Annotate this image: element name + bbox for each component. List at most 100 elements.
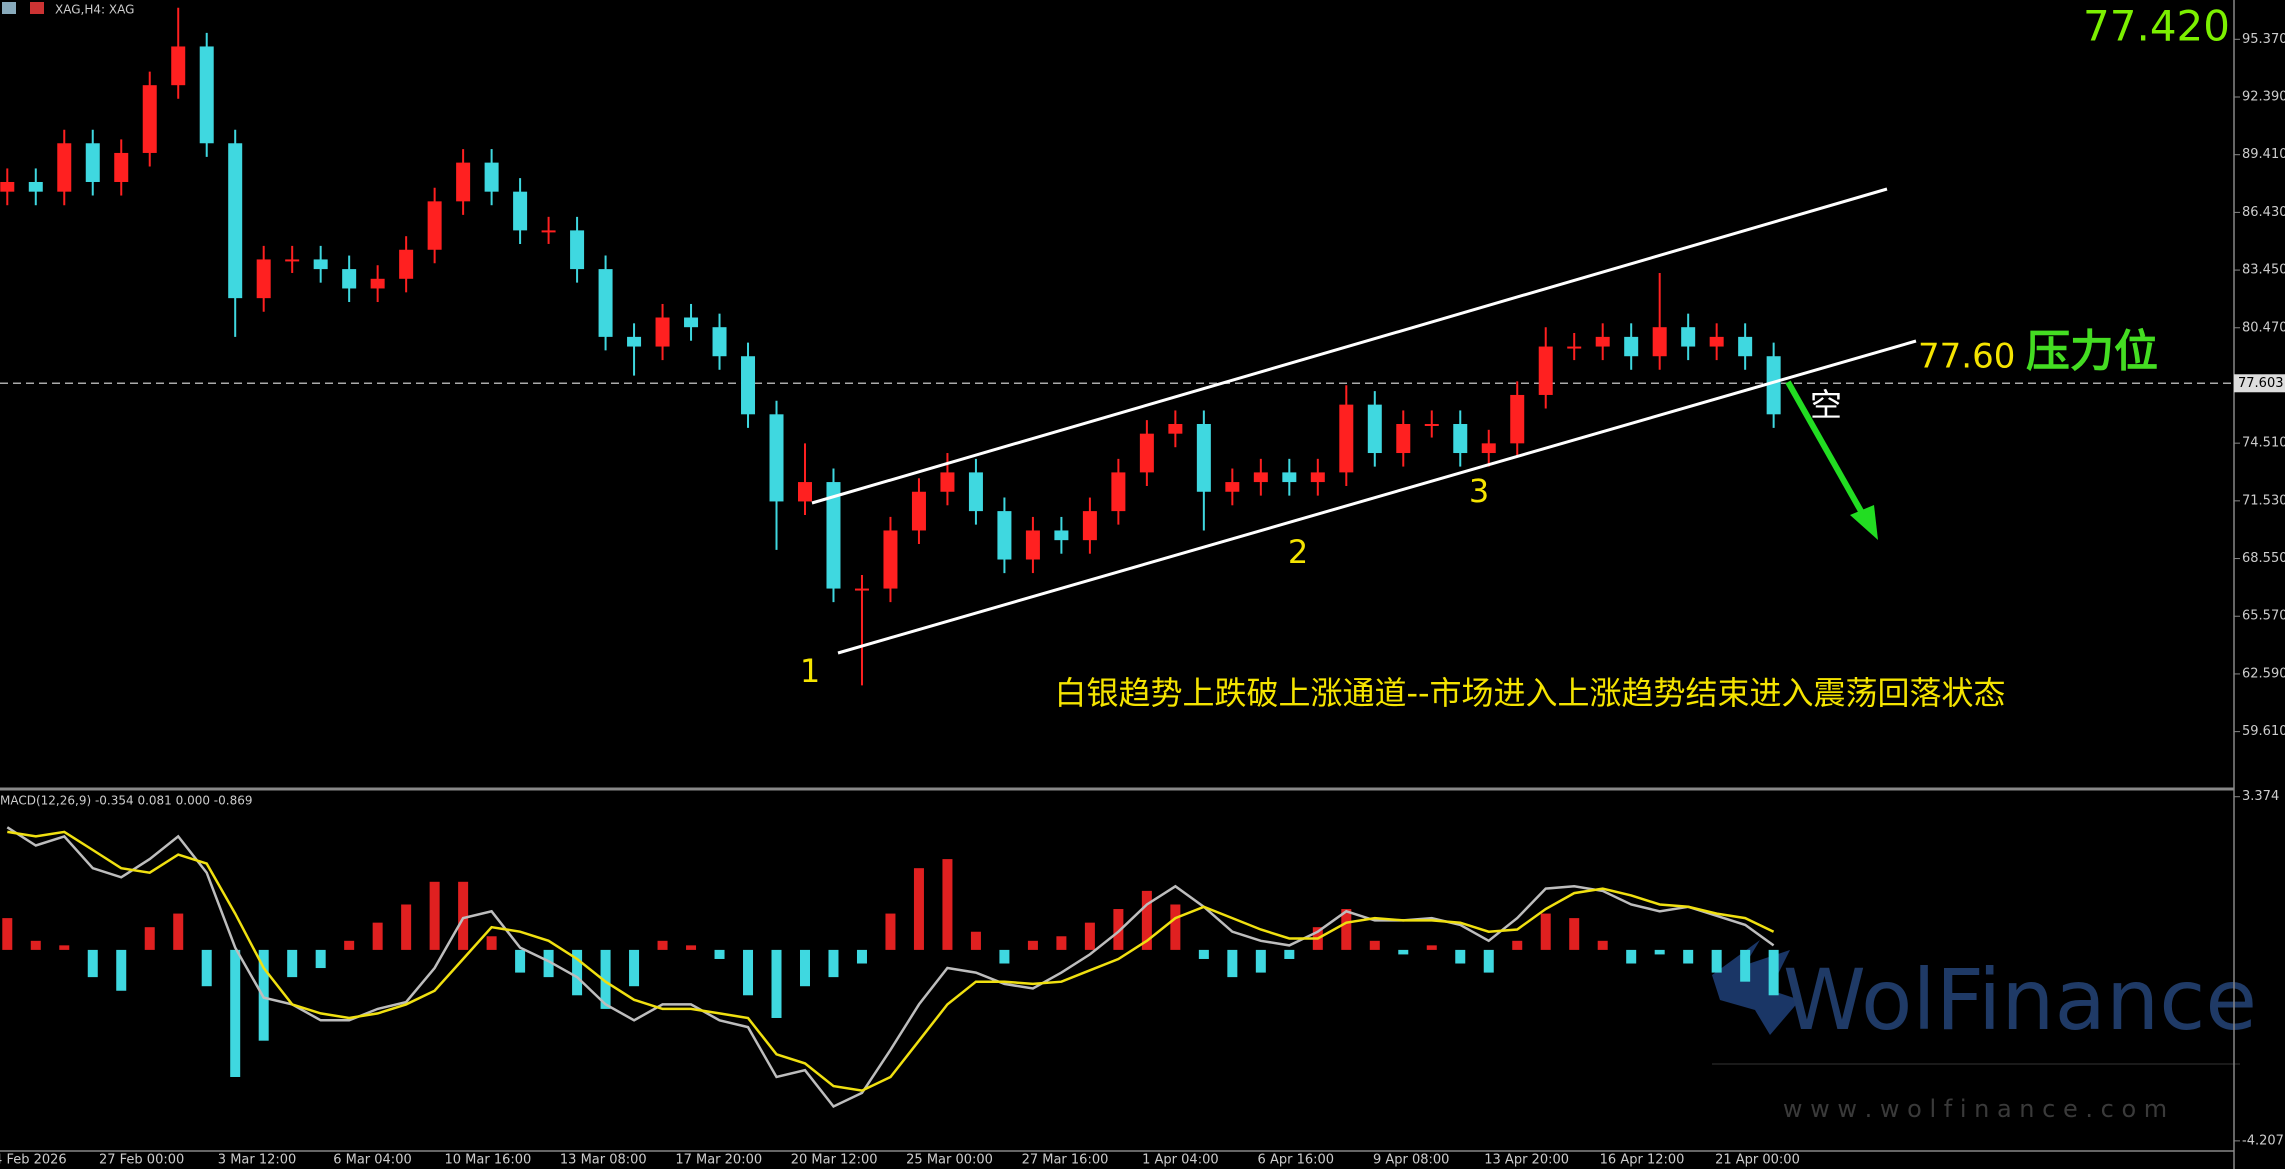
- y-tick-label: -4.207: [2242, 1133, 2284, 1148]
- histogram-bar: [1569, 918, 1580, 950]
- histogram-bar: [116, 949, 127, 991]
- histogram-bar: [287, 949, 298, 978]
- candle-body: [541, 230, 556, 233]
- histogram-bar: [173, 913, 184, 950]
- comment: 白银趋势上跌破上涨通道--市场进入上涨趋势结束进入震荡回落状态: [1054, 674, 2005, 712]
- macd-line: [6, 826, 1775, 1109]
- candle-body: [399, 249, 414, 279]
- watermark-brand: WolFinance: [1783, 951, 2257, 1049]
- histogram-bar: [144, 927, 155, 950]
- histogram-bar: [970, 931, 981, 950]
- candle-body: [911, 491, 926, 531]
- candle-body: [883, 530, 898, 589]
- candle-body: [228, 143, 243, 299]
- x-tick-label: 20 Mar 12:00: [791, 1153, 878, 1168]
- candle-body: [1025, 530, 1040, 560]
- current-price-label: 77.603: [2238, 376, 2284, 391]
- histogram-bar: [999, 949, 1010, 964]
- histogram-bar: [885, 913, 896, 950]
- candle-body: [1510, 394, 1525, 444]
- histogram-bar: [87, 949, 98, 978]
- x-tick-label: 3 Mar 12:00: [218, 1153, 297, 1168]
- x-tick-label: 10 Mar 16:00: [444, 1153, 531, 1168]
- candle-body: [0, 181, 15, 192]
- candle-body: [627, 336, 642, 347]
- histogram-bar: [1540, 913, 1551, 950]
- histogram-bar: [1227, 949, 1238, 978]
- candle-body: [598, 269, 613, 337]
- x-tick-label: 6 Mar 04:00: [333, 1153, 412, 1168]
- arrow-shaft: [1785, 380, 1869, 522]
- icon: [2, 2, 16, 14]
- histogram-bar: [743, 949, 754, 996]
- histogram-bar: [315, 949, 326, 969]
- channel-upper: [811, 187, 1888, 505]
- y-tick-label: 80.470: [2242, 320, 2285, 335]
- y-tick-label: 86.430: [2242, 205, 2285, 220]
- candle-body: [1681, 327, 1696, 347]
- candle-body: [854, 588, 869, 591]
- candle-body: [968, 472, 983, 512]
- x-tick-label: 25 Mar 00:00: [906, 1153, 993, 1168]
- histogram-bar: [1341, 909, 1352, 950]
- arrow-head: [1850, 505, 1878, 540]
- histogram-bar: [629, 949, 640, 987]
- candle-body: [712, 327, 727, 357]
- histogram-bar: [1369, 940, 1380, 950]
- candle-body: [85, 143, 100, 182]
- histogram-bar: [1255, 949, 1266, 973]
- watermark-url: w w w . w o l f i n a n c e . c o m: [1783, 1095, 2167, 1123]
- histogram-bar: [1483, 949, 1494, 973]
- histogram-bar: [1141, 890, 1152, 950]
- histogram-bar: [799, 949, 810, 987]
- histogram-bar: [230, 949, 241, 1078]
- icon: [30, 2, 44, 14]
- x-tick-label: 17 Mar 20:00: [675, 1153, 762, 1168]
- candle-body: [826, 482, 841, 589]
- histogram-bar: [1113, 909, 1124, 950]
- candle-body: [1766, 356, 1781, 415]
- candle-body: [741, 356, 756, 415]
- candle-body: [1538, 346, 1553, 395]
- candle-body: [769, 414, 784, 502]
- current-price-box: [2234, 374, 2285, 393]
- candle-body: [797, 482, 812, 502]
- candle-body: [1253, 472, 1268, 483]
- candle-body: [1367, 404, 1382, 454]
- histogram-bar: [714, 949, 725, 959]
- candle-body: [1624, 336, 1639, 357]
- histogram-bar: [486, 936, 497, 950]
- candle-body: [1709, 336, 1724, 347]
- histogram-bar: [1768, 949, 1779, 996]
- marks: 95.370 92.390 89.410 86.430 83.450 80.470 74.5…: [0, 7, 2285, 1168]
- histogram-bar: [600, 949, 611, 1009]
- candle-body: [1453, 423, 1468, 454]
- histogram-bar: [1512, 940, 1523, 950]
- histogram-bar: [2, 918, 13, 950]
- candle-body: [1168, 423, 1183, 434]
- candle-body: [142, 85, 157, 153]
- candle-body: [199, 46, 214, 144]
- candle-body: [370, 278, 385, 289]
- candle-body: [1054, 530, 1069, 541]
- candle-body: [484, 162, 499, 192]
- candle-body: [1225, 482, 1240, 492]
- x-tick-label: 27 Feb 00:00: [99, 1153, 184, 1168]
- histogram-bar: [913, 868, 924, 950]
- histogram-bar: [942, 859, 953, 950]
- candle-body: [1652, 327, 1667, 357]
- histogram-bar: [856, 949, 867, 964]
- histogram-bar: [344, 940, 355, 950]
- histogram-bar: [572, 949, 583, 996]
- candle-body: [513, 191, 528, 231]
- candle-body: [1738, 336, 1753, 357]
- x-tick-label: 27 Mar 16:00: [1022, 1153, 1109, 1168]
- candle-body: [997, 511, 1012, 560]
- candle-body: [1567, 346, 1582, 349]
- histogram-bar: [372, 922, 383, 950]
- candle-body: [171, 46, 186, 86]
- candle-body: [1396, 423, 1411, 454]
- histogram-bar: [686, 945, 697, 950]
